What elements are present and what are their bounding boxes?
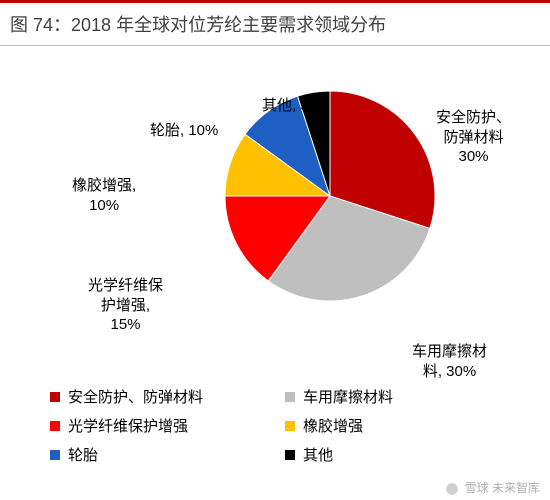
watermark: 雪球 未来智库 xyxy=(445,479,540,496)
chart-header: 图 74：2018 年全球对位芳纶主要需求领域分布 xyxy=(0,0,550,46)
legend-swatch xyxy=(285,421,295,431)
legend-label: 橡胶增强 xyxy=(303,415,363,436)
legend-item: 轮胎 xyxy=(50,444,285,465)
slice-label: 橡胶增强, 10% xyxy=(72,176,136,215)
legend-item: 安全防护、防弹材料 xyxy=(50,386,285,407)
legend-item: 橡胶增强 xyxy=(285,415,520,436)
legend-item: 其他 xyxy=(285,444,520,465)
slice-label: 其他, 5% xyxy=(262,96,322,116)
slice-label: 车用摩擦材 料, 30% xyxy=(412,342,487,381)
chart-area: 安全防护、 防弹材料 30% 车用摩擦材 料, 30% 光学纤维保 护增强, 15%… xyxy=(0,46,550,386)
legend-label: 轮胎 xyxy=(68,444,98,465)
slice-label: 安全防护、 防弹材料 30% xyxy=(436,108,511,167)
slice-label: 光学纤维保 护增强, 15% xyxy=(88,276,163,335)
legend-item: 光学纤维保护增强 xyxy=(50,415,285,436)
legend-swatch xyxy=(50,392,60,402)
legend-swatch xyxy=(50,450,60,460)
legend-label: 车用摩擦材料 xyxy=(303,386,393,407)
legend-label: 光学纤维保护增强 xyxy=(68,415,188,436)
chart-title: 图 74：2018 年全球对位芳纶主要需求领域分布 xyxy=(10,11,540,37)
snowball-icon xyxy=(445,481,464,495)
legend-label: 其他 xyxy=(303,444,333,465)
legend-item: 车用摩擦材料 xyxy=(285,386,520,407)
legend: 安全防护、防弹材料 车用摩擦材料光学纤维保护增强 橡胶增强轮胎 其他 xyxy=(0,386,550,483)
slice-label: 轮胎, 10% xyxy=(150,121,218,141)
legend-swatch xyxy=(285,392,295,402)
watermark-text: 雪球 未来智库 xyxy=(465,481,540,495)
legend-swatch xyxy=(285,450,295,460)
legend-label: 安全防护、防弹材料 xyxy=(68,386,203,407)
pie-chart xyxy=(220,86,440,306)
legend-swatch xyxy=(50,421,60,431)
